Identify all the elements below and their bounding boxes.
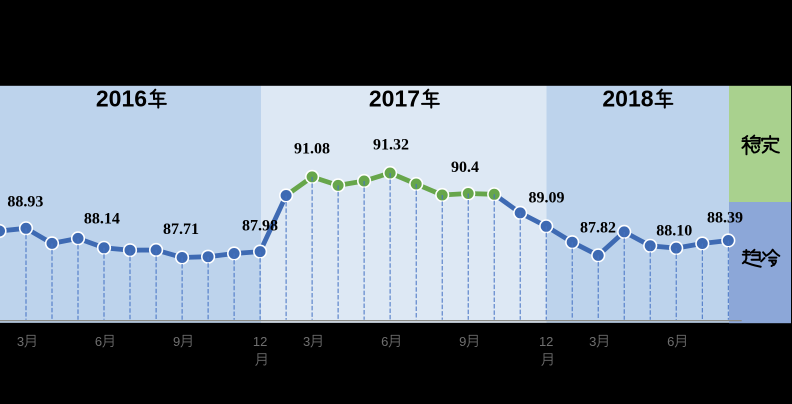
svg-text:87.98: 87.98 [242, 217, 278, 234]
svg-text:12: 12 [539, 334, 553, 349]
svg-text:3: 3 [17, 334, 24, 349]
svg-text:9: 9 [459, 334, 466, 349]
svg-text:12: 12 [253, 334, 267, 349]
svg-text:6: 6 [95, 334, 102, 349]
svg-text:3: 3 [589, 334, 596, 349]
svg-text:6: 6 [667, 334, 674, 349]
svg-text:88.14: 88.14 [84, 211, 120, 228]
svg-text:2018: 2018 [602, 85, 653, 111]
svg-text:2017: 2017 [369, 85, 420, 111]
svg-text:9: 9 [173, 334, 180, 349]
svg-text:88.93: 88.93 [7, 194, 43, 211]
svg-text:6: 6 [381, 334, 388, 349]
svg-text:87.71: 87.71 [163, 221, 199, 238]
svg-text:88.39: 88.39 [707, 209, 743, 226]
svg-text:2016: 2016 [96, 85, 147, 111]
svg-text:89.09: 89.09 [529, 190, 565, 207]
svg-text:90.4: 90.4 [451, 159, 479, 176]
svg-text:3: 3 [303, 334, 310, 349]
svg-text:88.10: 88.10 [656, 223, 692, 240]
svg-text:91.08: 91.08 [294, 141, 330, 158]
svg-text:91.32: 91.32 [373, 137, 409, 154]
svg-text:87.82: 87.82 [580, 219, 616, 236]
